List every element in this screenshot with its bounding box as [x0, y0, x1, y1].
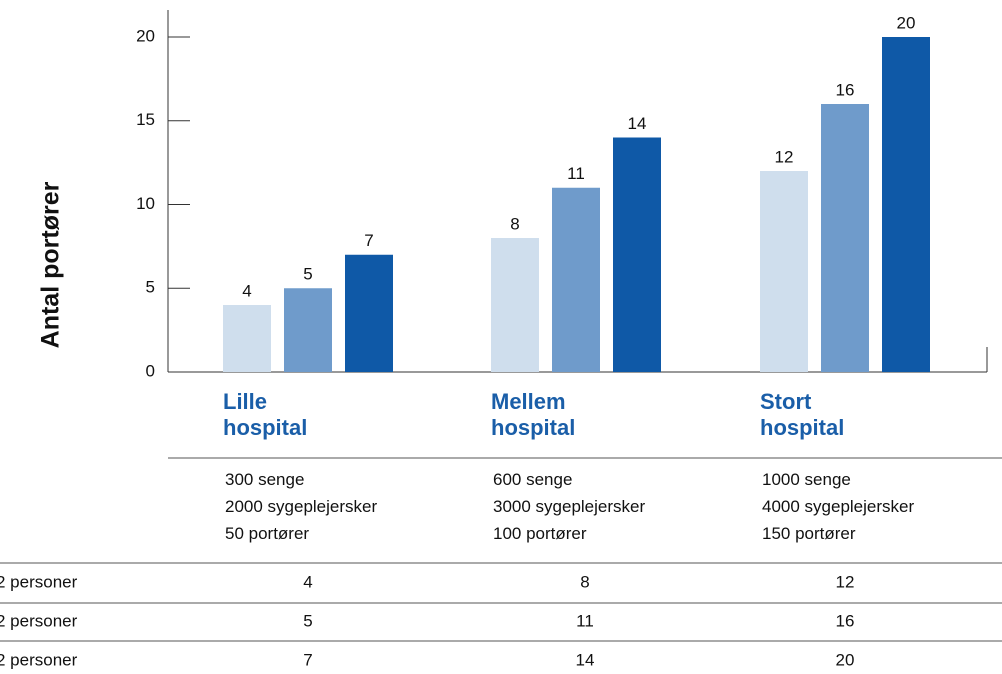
- category-description: 600 senge 3000 sygeplejersker 100 portører: [493, 466, 645, 547]
- bar: [613, 137, 661, 372]
- value-label: 12: [775, 147, 794, 166]
- description-line: 50 portører: [225, 524, 310, 543]
- description-line: 2000 sygeplejersker: [225, 497, 378, 516]
- category-label: Mellem hospital: [491, 389, 576, 440]
- table-cell: 12: [836, 572, 855, 591]
- y-tick-label: 15: [136, 110, 155, 129]
- table-cell: 16: [836, 611, 855, 630]
- table-cell: 7: [303, 650, 312, 669]
- value-label: 14: [628, 114, 647, 133]
- description-line: 3000 sygeplejersker: [493, 497, 646, 516]
- y-tick-label: 20: [136, 26, 155, 45]
- category-label: Lille hospital: [223, 389, 308, 440]
- category-description: 1000 senge 4000 sygeplejersker 150 portøre…: [762, 466, 914, 547]
- y-tick-label: 5: [146, 278, 155, 297]
- value-label: 4: [242, 281, 251, 300]
- table-cell: 14: [576, 650, 595, 669]
- category-description: 300 senge 2000 sygeplejersker 50 portører: [225, 466, 377, 547]
- bar: [345, 254, 393, 372]
- category-label: Stort hospital: [760, 389, 845, 440]
- value-label: 5: [303, 265, 312, 284]
- row-label: 2 personer: [0, 611, 78, 630]
- value-label: 16: [836, 80, 855, 99]
- table-cell: 5: [303, 611, 312, 630]
- y-tick-label: 0: [146, 361, 155, 380]
- description-line: 1000 senge: [762, 470, 851, 489]
- value-label: 20: [897, 13, 916, 32]
- bar: [284, 288, 332, 372]
- bar: [223, 305, 271, 372]
- value-label: 11: [567, 164, 585, 183]
- description-line: 4000 sygeplejersker: [762, 497, 915, 516]
- row-label: 2 personer: [0, 572, 78, 591]
- value-label: 8: [510, 214, 519, 233]
- bar: [491, 238, 539, 372]
- bar: [821, 104, 869, 372]
- description-line: 100 portører: [493, 524, 587, 543]
- table-cell: 4: [303, 572, 312, 591]
- y-axis-label: Antal portører: [37, 181, 65, 348]
- bar: [882, 37, 930, 372]
- table-cell: 11: [576, 611, 594, 630]
- y-tick-label: 10: [136, 194, 155, 213]
- bar: [552, 187, 600, 372]
- row-label: 2 personer: [0, 650, 78, 669]
- table-cell: 8: [580, 572, 589, 591]
- description-line: 150 portører: [762, 524, 856, 543]
- description-line: 300 senge: [225, 470, 305, 489]
- value-label: 7: [364, 231, 373, 250]
- table-cell: 20: [836, 650, 855, 669]
- description-line: 600 senge: [493, 470, 573, 489]
- bar: [760, 171, 808, 372]
